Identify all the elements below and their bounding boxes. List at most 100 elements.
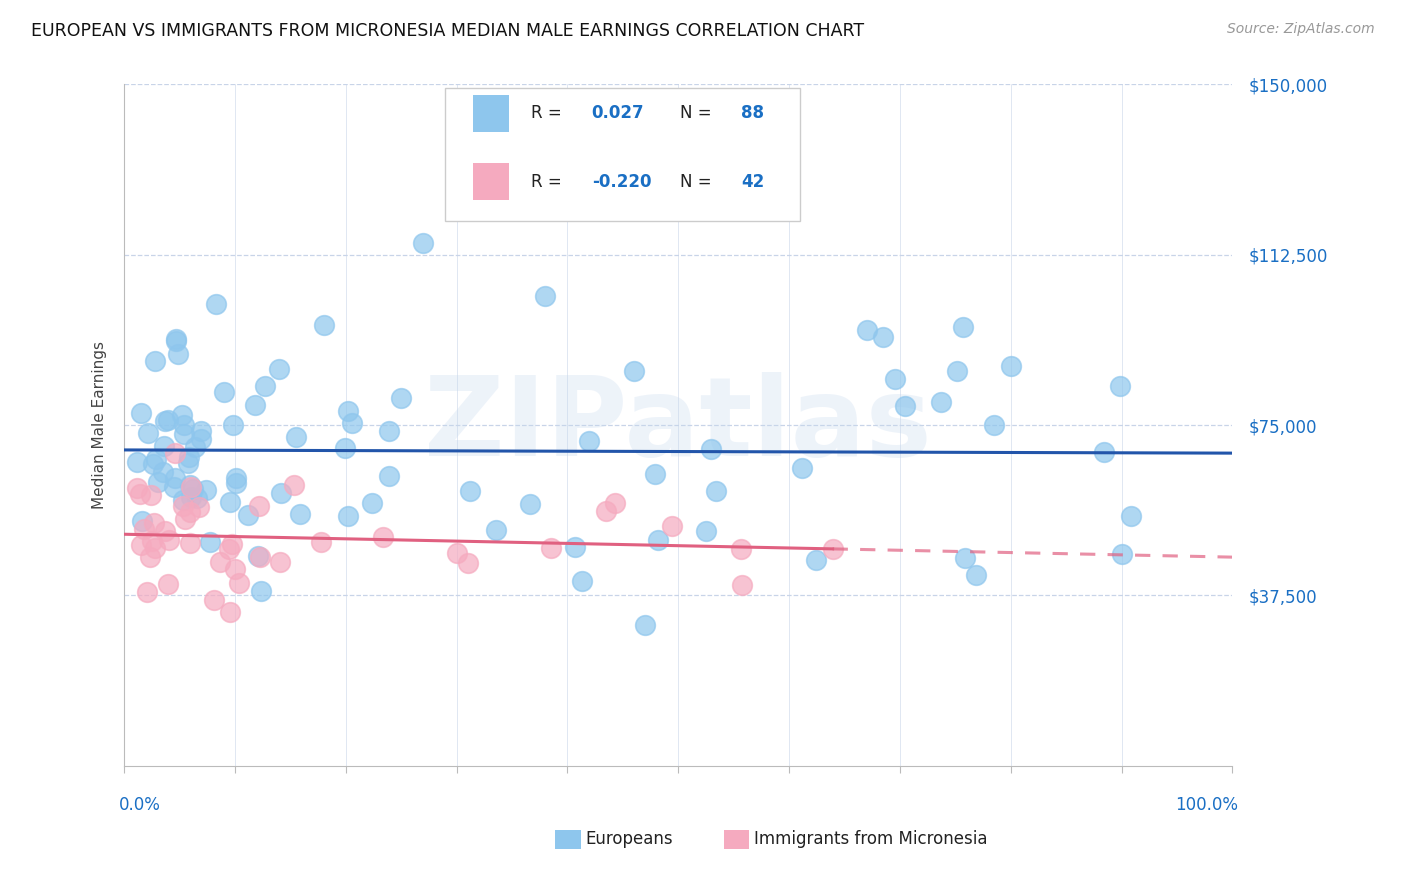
Point bbox=[578, 434, 600, 449]
Point bbox=[218, 605, 240, 619]
Point bbox=[247, 499, 270, 513]
Text: 0.027: 0.027 bbox=[592, 104, 644, 122]
Point bbox=[224, 562, 246, 576]
Point bbox=[173, 426, 195, 441]
Y-axis label: Median Male Earnings: Median Male Earnings bbox=[93, 341, 107, 509]
Point bbox=[412, 236, 434, 251]
Point bbox=[129, 487, 152, 501]
Text: 88: 88 bbox=[741, 104, 765, 122]
Point bbox=[700, 442, 723, 456]
Point bbox=[269, 555, 291, 569]
Point bbox=[1109, 378, 1132, 392]
Point bbox=[790, 460, 813, 475]
Point bbox=[179, 536, 201, 550]
FancyBboxPatch shape bbox=[446, 87, 800, 220]
Text: 100.0%: 100.0% bbox=[1175, 797, 1237, 814]
Point bbox=[132, 522, 155, 536]
Point bbox=[983, 418, 1005, 433]
Point bbox=[145, 541, 167, 555]
Point bbox=[180, 480, 202, 494]
Point bbox=[172, 493, 194, 508]
Point bbox=[188, 500, 211, 514]
Point bbox=[361, 496, 384, 510]
Point bbox=[204, 593, 226, 607]
Point bbox=[236, 508, 259, 523]
Text: N =: N = bbox=[681, 172, 717, 191]
Point bbox=[155, 414, 177, 428]
Point bbox=[378, 469, 401, 483]
Point bbox=[139, 488, 162, 502]
Point bbox=[250, 583, 273, 598]
Point bbox=[312, 318, 335, 333]
Point bbox=[571, 574, 593, 588]
Point bbox=[460, 484, 482, 499]
Point bbox=[446, 546, 468, 560]
Point bbox=[821, 541, 844, 556]
Point bbox=[129, 406, 152, 420]
Text: EUROPEAN VS IMMIGRANTS FROM MICRONESIA MEDIAN MALE EARNINGS CORRELATION CHART: EUROPEAN VS IMMIGRANTS FROM MICRONESIA M… bbox=[31, 22, 865, 40]
Point bbox=[145, 452, 167, 467]
Point bbox=[179, 504, 201, 518]
Point bbox=[129, 538, 152, 552]
Text: Source: ZipAtlas.com: Source: ZipAtlas.com bbox=[1227, 22, 1375, 37]
Point bbox=[218, 541, 240, 556]
Bar bbox=[474, 162, 509, 200]
Point bbox=[253, 378, 276, 392]
Point bbox=[373, 529, 395, 543]
Point bbox=[337, 404, 360, 418]
Point bbox=[163, 446, 186, 460]
Point bbox=[179, 477, 201, 491]
Point bbox=[190, 425, 212, 439]
Point bbox=[644, 467, 666, 481]
Point bbox=[965, 568, 987, 582]
Point bbox=[1111, 548, 1133, 562]
Point bbox=[200, 535, 222, 549]
Point bbox=[731, 578, 754, 592]
Point bbox=[953, 551, 976, 566]
Point bbox=[135, 585, 157, 599]
Point bbox=[190, 432, 212, 446]
Point bbox=[804, 553, 827, 567]
Point bbox=[247, 549, 270, 563]
Point bbox=[225, 475, 247, 490]
Point bbox=[186, 491, 208, 506]
Point bbox=[184, 441, 207, 455]
Point bbox=[534, 288, 557, 302]
Point bbox=[228, 576, 250, 591]
Point bbox=[243, 397, 266, 411]
Point bbox=[159, 533, 181, 547]
Point bbox=[695, 524, 717, 539]
Point bbox=[214, 385, 236, 400]
Point bbox=[136, 425, 159, 440]
Point bbox=[173, 417, 195, 432]
Point bbox=[1000, 359, 1022, 373]
Point bbox=[872, 330, 894, 344]
Point bbox=[156, 576, 179, 591]
Point bbox=[283, 478, 305, 492]
Point bbox=[1092, 444, 1115, 458]
Point bbox=[143, 516, 166, 531]
Point bbox=[219, 495, 242, 509]
Point bbox=[209, 555, 232, 569]
Text: Immigrants from Micronesia: Immigrants from Micronesia bbox=[754, 830, 987, 848]
Point bbox=[174, 512, 197, 526]
Point bbox=[142, 457, 165, 471]
Point bbox=[269, 362, 291, 376]
Point bbox=[634, 618, 657, 632]
Point bbox=[131, 514, 153, 528]
Point bbox=[152, 465, 174, 479]
Point bbox=[855, 323, 877, 337]
Point bbox=[952, 319, 974, 334]
Point bbox=[165, 332, 187, 346]
Point bbox=[155, 524, 177, 538]
Text: R =: R = bbox=[531, 104, 567, 122]
Point bbox=[290, 507, 312, 521]
Point bbox=[270, 486, 292, 500]
Text: Europeans: Europeans bbox=[585, 830, 672, 848]
Text: -0.220: -0.220 bbox=[592, 172, 651, 191]
Point bbox=[309, 535, 332, 549]
Point bbox=[457, 557, 479, 571]
Point bbox=[145, 354, 167, 368]
Point bbox=[165, 334, 187, 349]
Point bbox=[946, 364, 969, 378]
